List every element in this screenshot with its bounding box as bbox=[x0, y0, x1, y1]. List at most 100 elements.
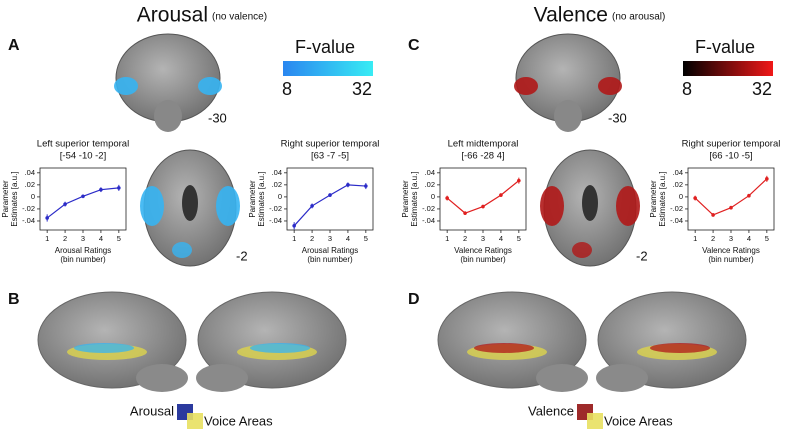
legend-label: Arousal bbox=[130, 403, 174, 418]
panel-heading: Valence bbox=[534, 4, 608, 27]
ventricle bbox=[182, 185, 198, 221]
x-tick-label: 1 bbox=[445, 234, 449, 243]
plot-frame bbox=[687, 167, 775, 231]
panel-letter: A bbox=[8, 37, 20, 54]
colorbar-label: F-value bbox=[695, 37, 755, 57]
y-tick-label: -.02 bbox=[422, 204, 435, 213]
colorbar bbox=[283, 61, 373, 76]
cerebellum bbox=[536, 364, 588, 392]
x-axis-label: Arousal Ratings bbox=[55, 246, 111, 255]
y-axis-label: Parameter bbox=[401, 180, 410, 218]
brain-stem bbox=[154, 100, 182, 132]
y-tick-label: .02 bbox=[25, 180, 35, 189]
data-point bbox=[729, 205, 733, 210]
activation bbox=[540, 186, 564, 226]
x-tick-label: 3 bbox=[729, 234, 733, 243]
activation bbox=[650, 343, 710, 353]
activation bbox=[172, 242, 192, 258]
y-axis-label: Estimates [a.u.] bbox=[10, 171, 19, 226]
data-point bbox=[711, 213, 715, 217]
y-tick-label: 0 bbox=[31, 192, 35, 201]
colorbar-min: 8 bbox=[682, 79, 692, 99]
cerebellum bbox=[196, 364, 248, 392]
x-tick-label: 5 bbox=[517, 234, 521, 243]
data-point bbox=[346, 183, 350, 187]
x-tick-label: 4 bbox=[747, 234, 751, 243]
y-axis-label: Estimates [a.u.] bbox=[257, 171, 266, 226]
panel-letter: B bbox=[8, 291, 20, 308]
panel-note: (no arousal) bbox=[612, 12, 665, 23]
x-tick-label: 1 bbox=[45, 234, 49, 243]
y-tick-label: -.02 bbox=[22, 204, 35, 213]
chart-title: Left midtemporal bbox=[448, 139, 519, 150]
chart-subtitle: [66 -10 -5] bbox=[709, 151, 752, 162]
activation bbox=[598, 77, 622, 95]
plot-frame bbox=[39, 167, 127, 231]
chart-subtitle: [-54 -10 -2] bbox=[60, 151, 106, 162]
brain-lateral bbox=[197, 291, 347, 389]
activation bbox=[140, 186, 164, 226]
y-axis-label: Parameter bbox=[1, 180, 10, 218]
colorbar-max: 32 bbox=[752, 79, 772, 99]
chart-title: Left superior temporal bbox=[37, 139, 129, 150]
x-tick-label: 4 bbox=[499, 234, 503, 243]
data-point bbox=[517, 178, 521, 183]
y-tick-label: 0 bbox=[431, 192, 435, 201]
plot-frame bbox=[286, 167, 374, 231]
data-point bbox=[765, 177, 769, 181]
data-point bbox=[81, 194, 85, 199]
x-tick-label: 2 bbox=[711, 234, 715, 243]
cerebellum bbox=[136, 364, 188, 392]
y-axis-label: Estimates [a.u.] bbox=[658, 171, 667, 226]
chart-title: Right superior temporal bbox=[682, 139, 781, 150]
panel-note: (no valence) bbox=[212, 12, 267, 23]
chart-subtitle: [63 -7 -5] bbox=[311, 151, 349, 162]
data-point bbox=[117, 186, 121, 190]
legend-swatch bbox=[587, 413, 603, 429]
data-point bbox=[99, 187, 103, 192]
activation bbox=[250, 343, 310, 353]
data-point bbox=[499, 193, 503, 197]
y-tick-label: -.04 bbox=[269, 216, 282, 225]
x-tick-label: 3 bbox=[328, 234, 332, 243]
y-tick-label: -.04 bbox=[670, 216, 683, 225]
y-tick-label: -.04 bbox=[22, 216, 35, 225]
y-tick-label: .04 bbox=[25, 168, 35, 177]
y-tick-label: -.02 bbox=[670, 204, 683, 213]
activation bbox=[74, 343, 134, 353]
x-axis-label: (bin number) bbox=[708, 255, 754, 264]
y-tick-label: .04 bbox=[272, 168, 282, 177]
colorbar-max: 32 bbox=[352, 79, 372, 99]
brain-lateral bbox=[37, 291, 187, 389]
plot-frame bbox=[439, 167, 527, 231]
y-tick-label: .04 bbox=[425, 168, 435, 177]
x-tick-label: 1 bbox=[292, 234, 296, 243]
y-tick-label: .02 bbox=[272, 180, 282, 189]
y-tick-label: -.02 bbox=[269, 204, 282, 213]
x-tick-label: 4 bbox=[99, 234, 103, 243]
y-tick-label: .04 bbox=[673, 168, 683, 177]
x-tick-label: 1 bbox=[693, 234, 697, 243]
x-axis-label: Valence Ratings bbox=[454, 246, 512, 255]
x-axis-label: Valence Ratings bbox=[702, 246, 760, 255]
slice-number: -30 bbox=[208, 110, 227, 125]
data-point bbox=[445, 196, 449, 200]
data-point bbox=[45, 216, 49, 220]
y-tick-label: .02 bbox=[425, 180, 435, 189]
y-axis-label: Parameter bbox=[248, 180, 257, 218]
panel-heading: Arousal bbox=[137, 4, 208, 27]
x-tick-label: 5 bbox=[364, 234, 368, 243]
x-tick-label: 3 bbox=[81, 234, 85, 243]
x-tick-label: 2 bbox=[310, 234, 314, 243]
y-tick-label: 0 bbox=[679, 192, 683, 201]
data-point bbox=[328, 193, 332, 197]
data-line bbox=[293, 184, 366, 227]
activation bbox=[514, 77, 538, 95]
legend-swatch bbox=[187, 413, 203, 429]
data-point bbox=[63, 202, 67, 206]
y-axis-label: Estimates [a.u.] bbox=[410, 171, 419, 226]
data-point bbox=[364, 184, 368, 188]
x-tick-label: 5 bbox=[765, 234, 769, 243]
legend-label: Voice Areas bbox=[204, 413, 273, 428]
